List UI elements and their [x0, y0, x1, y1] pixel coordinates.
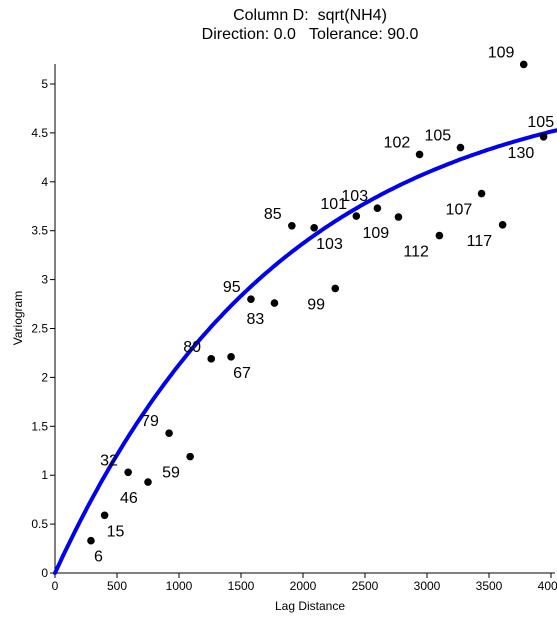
data-point [456, 143, 465, 152]
data-point [100, 511, 109, 520]
data-point [144, 478, 152, 486]
model-curve [53, 128, 557, 575]
data-points-layer [87, 60, 548, 545]
y-tick-label: 1 [41, 468, 48, 482]
data-point [310, 223, 318, 232]
data-point [477, 189, 486, 198]
y-tick-label: 3.5 [31, 224, 48, 238]
x-tick-label: 500 [107, 579, 127, 593]
point-label: 130 [508, 145, 535, 162]
point-labels-layer: 6153246795980679583851039910110310910211… [94, 44, 554, 565]
chart-subtitle: Direction: 0.0 Tolerance: 90.0 [201, 26, 419, 43]
y-tick-label: 5 [41, 77, 48, 91]
data-point [227, 353, 235, 361]
x-tick-label: 3000 [414, 579, 441, 593]
data-point [207, 355, 216, 363]
data-point [288, 222, 296, 230]
data-point [539, 133, 548, 141]
point-label: 59 [162, 465, 180, 482]
data-point [394, 213, 403, 221]
x-tick-label: 2500 [352, 579, 379, 593]
point-label: 105 [527, 114, 554, 131]
point-label: 83 [246, 311, 264, 328]
x-tick-label: 1500 [228, 579, 255, 593]
y-axis-label: Variogram [11, 291, 25, 345]
point-label: 112 [403, 244, 429, 261]
point-label: 99 [307, 296, 325, 313]
point-label: 6 [94, 549, 103, 566]
y-tick-label: 4 [41, 175, 48, 189]
point-label: 109 [362, 225, 389, 242]
data-point [247, 295, 255, 303]
point-label: 103 [341, 188, 368, 205]
y-tick-label: 2.5 [31, 322, 48, 336]
y-tick-label: 0 [41, 566, 48, 580]
data-point [331, 284, 340, 293]
point-label: 46 [120, 490, 138, 507]
x-tick-label: 1000 [166, 579, 193, 593]
chart-title: Column D: sqrt(NH4) [233, 7, 387, 24]
chart-title-block: Column D: sqrt(NH4) Direction: 0.0 Toler… [0, 6, 557, 44]
y-tick-label: 3 [41, 273, 48, 287]
x-tick-label: 0 [52, 579, 59, 593]
point-label: 105 [424, 128, 451, 145]
point-label: 15 [107, 523, 125, 540]
data-point [415, 150, 424, 159]
data-point [165, 429, 173, 437]
data-point [435, 231, 444, 240]
data-point [87, 536, 95, 545]
point-label: 85 [264, 206, 282, 223]
model-curve-layer [53, 128, 557, 575]
y-tick-label: 4.5 [31, 126, 48, 140]
point-label: 117 [467, 233, 493, 250]
point-label: 32 [100, 452, 118, 469]
data-point [498, 221, 507, 229]
point-label: 103 [316, 236, 343, 253]
data-point [270, 299, 279, 307]
data-point [373, 204, 382, 213]
point-label: 67 [233, 365, 251, 382]
data-point [124, 468, 132, 477]
point-label: 95 [223, 279, 241, 296]
y-tick-label: 1.5 [31, 419, 48, 433]
y-tick-label: 0.5 [31, 517, 48, 531]
point-label: 79 [141, 413, 159, 430]
data-point [519, 60, 528, 69]
point-label: 102 [384, 134, 411, 151]
point-label: 101 [320, 196, 347, 213]
x-tick-label: 3500 [476, 579, 503, 593]
point-label: 107 [446, 202, 473, 219]
x-axis-label: Lag Distance [275, 599, 345, 613]
point-label: 80 [183, 339, 201, 356]
point-label: 109 [488, 44, 515, 61]
y-tick-label: 2 [41, 370, 48, 384]
data-point [186, 452, 194, 461]
data-point [352, 212, 361, 220]
x-tick-label: 2000 [290, 579, 317, 593]
